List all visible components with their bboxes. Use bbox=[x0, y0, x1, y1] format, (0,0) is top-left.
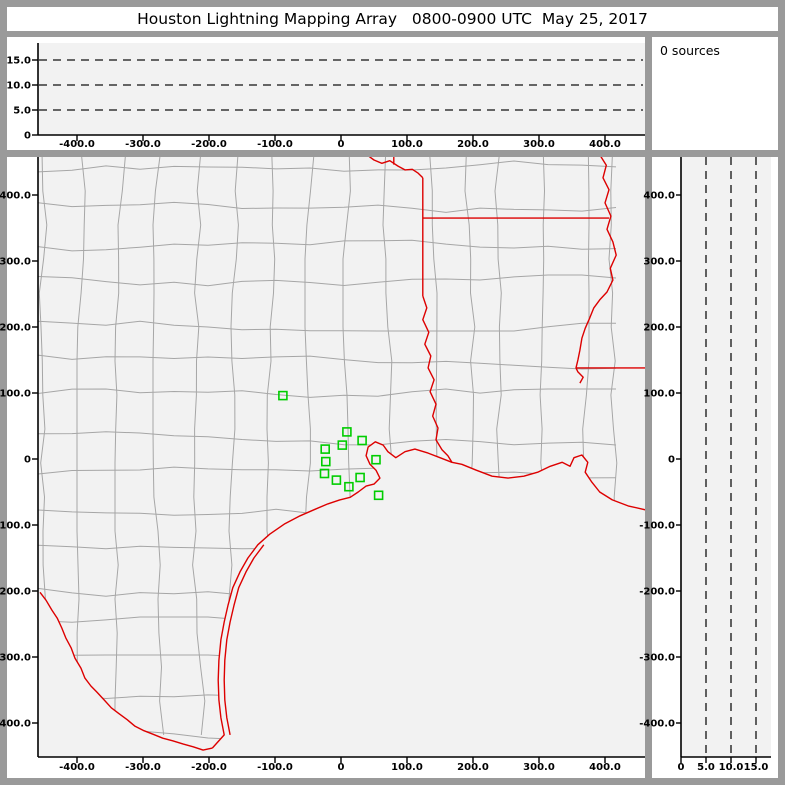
ns-distance-tick-label: 100.0 bbox=[0, 389, 31, 400]
county-boundary bbox=[76, 157, 86, 735]
ew-altitude-plot-area[interactable] bbox=[38, 43, 645, 135]
altitude-tick-label: 0 bbox=[24, 131, 31, 142]
ns-distance-tick-label: 0 bbox=[24, 455, 31, 466]
ns-distance-tick-label: -300.0 bbox=[0, 653, 31, 664]
altitude-tick-label: 10.0 bbox=[6, 81, 31, 92]
ns-distance-tick-label: -100.0 bbox=[639, 521, 675, 532]
altitude-tick-label: 5.0 bbox=[697, 762, 715, 773]
ns-distance-tick-label: 300.0 bbox=[643, 257, 675, 268]
ns-distance-tick-label: 300.0 bbox=[0, 257, 31, 268]
county-boundary bbox=[114, 157, 126, 735]
ns-distance-tick-label: -400.0 bbox=[639, 719, 675, 730]
lma-station-marker bbox=[371, 454, 381, 465]
county-boundary bbox=[38, 274, 617, 287]
county-boundary bbox=[38, 354, 617, 370]
ns-distance-tick-label: 100.0 bbox=[643, 389, 675, 400]
altitude-tick-label: 15.0 bbox=[744, 762, 769, 773]
lma-station-marker bbox=[320, 444, 331, 454]
ns-distance-tick-label: 200.0 bbox=[0, 323, 31, 334]
mississippi-river bbox=[575, 157, 617, 384]
ew-distance-tick-label: -400.0 bbox=[59, 139, 95, 150]
ew-distance-tick-label: 300.0 bbox=[523, 762, 555, 773]
county-boundary bbox=[38, 239, 617, 252]
ns-distance-tick-label: -200.0 bbox=[0, 587, 31, 598]
county-boundary bbox=[38, 320, 617, 332]
lma-station-marker bbox=[355, 472, 365, 483]
altitude-tick-label: 10.0 bbox=[719, 762, 744, 773]
county-boundary bbox=[38, 388, 616, 398]
ns-distance-tick-label: -400.0 bbox=[0, 719, 31, 730]
county-boundary bbox=[38, 431, 617, 446]
ns-distance-tick-label: 200.0 bbox=[643, 323, 675, 334]
ew-distance-tick-label: -300.0 bbox=[125, 762, 161, 773]
barrier-island bbox=[223, 544, 265, 736]
lma-station-marker bbox=[342, 427, 352, 437]
lma-station-marker bbox=[357, 435, 367, 446]
sources-count-panel: 0 sources bbox=[652, 37, 778, 150]
ew-distance-tick-label: 200.0 bbox=[457, 762, 489, 773]
ew-distance-tick-label: 100.0 bbox=[391, 139, 423, 150]
ew-distance-tick-label: -400.0 bbox=[59, 762, 95, 773]
sabine-river bbox=[422, 295, 453, 463]
ew-distance-tick-label: -300.0 bbox=[125, 139, 161, 150]
county-boundary bbox=[38, 160, 617, 173]
lma-station-marker bbox=[319, 468, 330, 479]
red-river bbox=[368, 157, 424, 179]
ew-distance-tick-label: 0 bbox=[338, 139, 345, 150]
ew-distance-tick-label: 100.0 bbox=[391, 762, 423, 773]
ew-distance-tick-label: -100.0 bbox=[257, 139, 293, 150]
ew-distance-tick-label: 400.0 bbox=[589, 762, 621, 773]
altitude-tick-label: 5.0 bbox=[13, 106, 31, 117]
ew-distance-tick-label: 0 bbox=[338, 762, 345, 773]
lma-station-marker bbox=[373, 490, 384, 501]
lma-station-marker bbox=[344, 481, 354, 492]
lma-station-marker bbox=[278, 390, 288, 401]
ew-distance-tick-label: -200.0 bbox=[191, 139, 227, 150]
ew-distance-tick-label: -200.0 bbox=[191, 762, 227, 773]
altitude-tick-label: 0 bbox=[678, 762, 685, 773]
ns-altitude-plot-area[interactable] bbox=[681, 157, 771, 757]
county-boundary bbox=[38, 201, 617, 213]
ns-distance-tick-label: 400.0 bbox=[643, 191, 675, 202]
county-boundary bbox=[192, 157, 206, 736]
county-boundary bbox=[152, 157, 165, 736]
window-title: Houston Lightning Mapping Array 0800-090… bbox=[7, 7, 778, 31]
ew-distance-tick-label: 200.0 bbox=[457, 139, 489, 150]
rio-grande bbox=[39, 591, 213, 751]
ns-distance-tick-label: -200.0 bbox=[639, 587, 675, 598]
altitude-tick-label: 15.0 bbox=[6, 56, 31, 67]
ns-distance-tick-label: -100.0 bbox=[0, 521, 31, 532]
lma-station-marker bbox=[320, 456, 331, 467]
ew-distance-tick-label: -100.0 bbox=[257, 762, 293, 773]
ns-distance-tick-label: 0 bbox=[668, 455, 675, 466]
ew-distance-tick-label: 400.0 bbox=[589, 139, 621, 150]
sources-count-label: 0 sources bbox=[660, 43, 720, 58]
lma-station-marker bbox=[331, 475, 342, 485]
ew-distance-tick-label: 300.0 bbox=[523, 139, 555, 150]
ns-distance-tick-label: -300.0 bbox=[639, 653, 675, 664]
coastline bbox=[211, 441, 645, 749]
ns-distance-tick-label: 400.0 bbox=[0, 191, 31, 202]
lma-station-marker bbox=[337, 440, 348, 450]
